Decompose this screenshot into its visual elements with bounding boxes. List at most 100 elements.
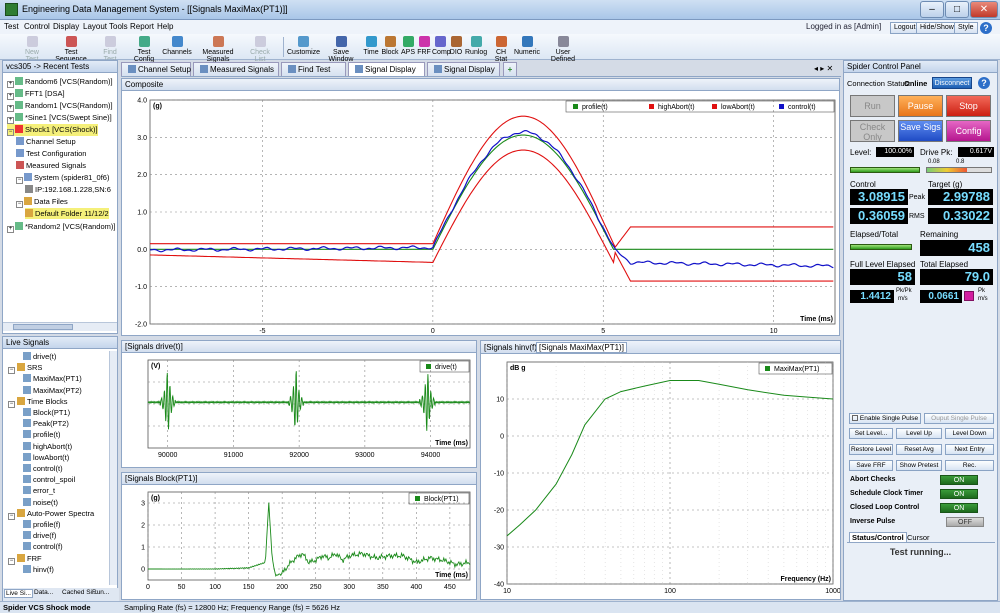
stop-button[interactable]: Stop — [946, 95, 991, 117]
toolbar-find-test-button[interactable]: Find Test — [96, 36, 124, 63]
menu-tools[interactable]: Tools — [109, 22, 128, 31]
expand-icon[interactable]: + — [7, 81, 14, 88]
tab-cursor[interactable]: Cursor — [907, 533, 930, 542]
live-item-profile-f[interactable]: profile(f) — [23, 519, 61, 530]
close-button[interactable]: ✕ — [970, 1, 998, 18]
recent-item-default-folder-11-12-2[interactable]: Default Folder 11/12/2 — [25, 208, 109, 219]
recent-item-random1-vcs-random[interactable]: + Random1 [VCS(Random)] — [7, 100, 113, 112]
live-item-frf[interactable]: − FRF — [8, 553, 42, 565]
toolbar-measured-signals-button[interactable]: Measured Signals — [193, 36, 243, 63]
recent-item-ip-192-168-1-228-sn-6[interactable]: IP:192.168.1.228,SN:6 — [25, 184, 111, 195]
live-item-control-t[interactable]: control(t) — [23, 463, 63, 474]
toolbar-test-sequence-button[interactable]: Test Sequence — [48, 36, 94, 63]
save-frf-button[interactable]: Save FRF — [849, 460, 893, 471]
toolbar-user-defined-button[interactable]: User Defined — [543, 36, 583, 63]
live-item-drive-t[interactable]: drive(t) — [23, 351, 56, 362]
menu-layout[interactable]: Layout — [83, 22, 108, 31]
live-item-maximax-pt2[interactable]: MaxiMax(PT2) — [23, 385, 82, 396]
next-entry-button[interactable]: Next Entry — [945, 444, 994, 455]
live-item-control-spoil[interactable]: control_spoil — [23, 474, 75, 485]
restore-level-button[interactable]: Restore Level — [849, 444, 893, 455]
level-down-button[interactable]: Level Down — [945, 428, 994, 439]
recent-item-system-spider81-0f6[interactable]: − System (spider81_0f6) — [16, 172, 109, 184]
toolbar-time-button[interactable]: Time — [362, 36, 380, 58]
live-item-maximax-pt1[interactable]: MaxiMax(PT1) — [23, 373, 82, 384]
tab-nav-arrows[interactable]: ◂ ▸ ✕ — [814, 64, 834, 73]
live-item-srs[interactable]: − SRS — [8, 362, 42, 375]
collapse-icon[interactable]: − — [8, 512, 15, 520]
live-item-control-f[interactable]: control(f) — [23, 541, 63, 552]
pause-button[interactable]: Pause — [898, 95, 943, 117]
tab-status-control[interactable]: Status/Control — [849, 532, 907, 542]
recent-hscroll[interactable] — [3, 322, 117, 331]
recent-item-shock1-vcs-shock[interactable]: − Shock1 [VCS(Shock)] — [7, 124, 98, 136]
live-item-lowabort-t[interactable]: lowAbort(t) — [23, 452, 69, 463]
recent-item-test-configuration[interactable]: Test Configuration — [16, 148, 86, 159]
recent-item-random6-vcs-random[interactable]: + Random6 [VCS(Random)] — [7, 76, 113, 88]
live-item-auto-power-spectra[interactable]: − Auto-Power Spectra — [8, 508, 94, 520]
config-button[interactable]: Config — [946, 120, 991, 142]
live-item-noise-t[interactable]: noise(t) — [23, 497, 58, 508]
expand-icon[interactable]: − — [16, 201, 23, 208]
add-tab-icon[interactable]: + — [503, 62, 517, 76]
live-bottom-tab-run[interactable]: Run... — [92, 589, 110, 596]
checkbox-icon[interactable] — [851, 415, 858, 421]
expand-icon[interactable]: − — [7, 129, 14, 136]
logout-button[interactable]: Logout — [890, 22, 920, 34]
toggle-inverse-pulse[interactable]: OFF — [946, 517, 984, 527]
doc-tab-find-test-2[interactable]: Find Test — [281, 62, 346, 76]
doc-tab-channel-setup-0[interactable]: Channel Setup — [121, 62, 191, 76]
toggle-closed-loop-control[interactable]: ON — [940, 503, 978, 513]
help-icon[interactable]: ? — [978, 77, 990, 89]
tab-signals-maximax[interactable]: [Signals MaxiMax(PT1)] — [536, 342, 627, 353]
doc-tab-measured-signals-1[interactable]: Measured Signals — [193, 62, 279, 76]
recent-item-data-files[interactable]: − Data Files — [16, 196, 68, 208]
live-item-highabort-t[interactable]: highAbort(t) — [23, 441, 72, 452]
menu-report[interactable]: Report — [130, 22, 155, 31]
show-pretest-button[interactable]: Show Pretest — [896, 460, 942, 471]
toolbar-runlog-button[interactable]: Runlog — [465, 36, 487, 58]
live-item-error-t[interactable]: error_t — [23, 485, 55, 496]
level-up-button[interactable]: Level Up — [896, 428, 942, 439]
rec-button[interactable]: Rec. — [945, 460, 994, 471]
toolbar-new-test-button[interactable]: New Test — [18, 36, 46, 63]
toolbar-ch-stat-button[interactable]: CH Stat — [489, 36, 513, 63]
toolbar-dio-button[interactable]: DIO — [448, 36, 464, 58]
expand-icon[interactable]: − — [16, 177, 23, 184]
collapse-icon[interactable]: − — [8, 557, 15, 565]
live-bottom-tab-data[interactable]: Data... — [34, 589, 54, 596]
toolbar-aps-button[interactable]: APS — [400, 36, 416, 58]
live-item-profile-t[interactable]: profile(t) — [23, 429, 61, 440]
enable-single-pulse-button[interactable]: Enable Single Pulse — [849, 413, 921, 424]
recent-item-sine1-vcs-swept-sine[interactable]: + *Sine1 [VCS(Swept Sine)] — [7, 112, 112, 124]
collapse-icon[interactable]: − — [8, 400, 15, 408]
check-only-button[interactable]: Check Only — [850, 120, 895, 142]
doc-tab-signal-display-4[interactable]: Signal Display — [427, 62, 500, 76]
expand-icon[interactable]: + — [7, 93, 14, 100]
recent-item-measured-signals[interactable]: Measured Signals — [16, 160, 86, 171]
help-icon[interactable]: ? — [980, 22, 992, 34]
live-item-drive-f[interactable]: drive(f) — [23, 530, 56, 541]
minimize-button[interactable]: – — [920, 1, 944, 18]
recent-item-channel-setup[interactable]: Channel Setup — [16, 136, 76, 147]
tab-signals-hinv[interactable]: [Signals hinv(f)] — [484, 343, 540, 352]
disconnect-button[interactable]: Disconnect — [932, 77, 972, 89]
expand-icon[interactable]: + — [7, 105, 14, 112]
menu-help[interactable]: Help — [157, 22, 174, 31]
hideshow-button[interactable]: Hide/Show — [916, 22, 958, 34]
toolbar-check-list-button[interactable]: Check List — [245, 36, 275, 63]
menu-test[interactable]: Test — [4, 22, 19, 31]
expand-icon[interactable]: + — [7, 117, 14, 124]
toolbar-comp-button[interactable]: Comp — [432, 36, 451, 58]
toggle-schedule-clock-timer[interactable]: ON — [940, 489, 978, 499]
live-item-block-pt1[interactable]: Block(PT1) — [23, 407, 70, 418]
toggle-abort-checks[interactable]: ON — [940, 475, 978, 485]
expand-icon[interactable]: + — [7, 226, 14, 233]
toolbar-channels-button[interactable]: Channels — [162, 36, 192, 58]
live-bottom-tab-cached-si[interactable]: Cached Si... — [62, 589, 98, 596]
toolbar-save-window-button[interactable]: Save Window — [320, 36, 362, 63]
recent-item-random2-vcs-random[interactable]: + *Random2 [VCS(Random)] — [7, 221, 115, 233]
toolbar-customize-button[interactable]: Customize — [287, 36, 320, 58]
toolbar-test-config-button[interactable]: Test Config — [127, 36, 161, 63]
doc-tab-signal-display-3[interactable]: Signal Display — [348, 62, 425, 76]
